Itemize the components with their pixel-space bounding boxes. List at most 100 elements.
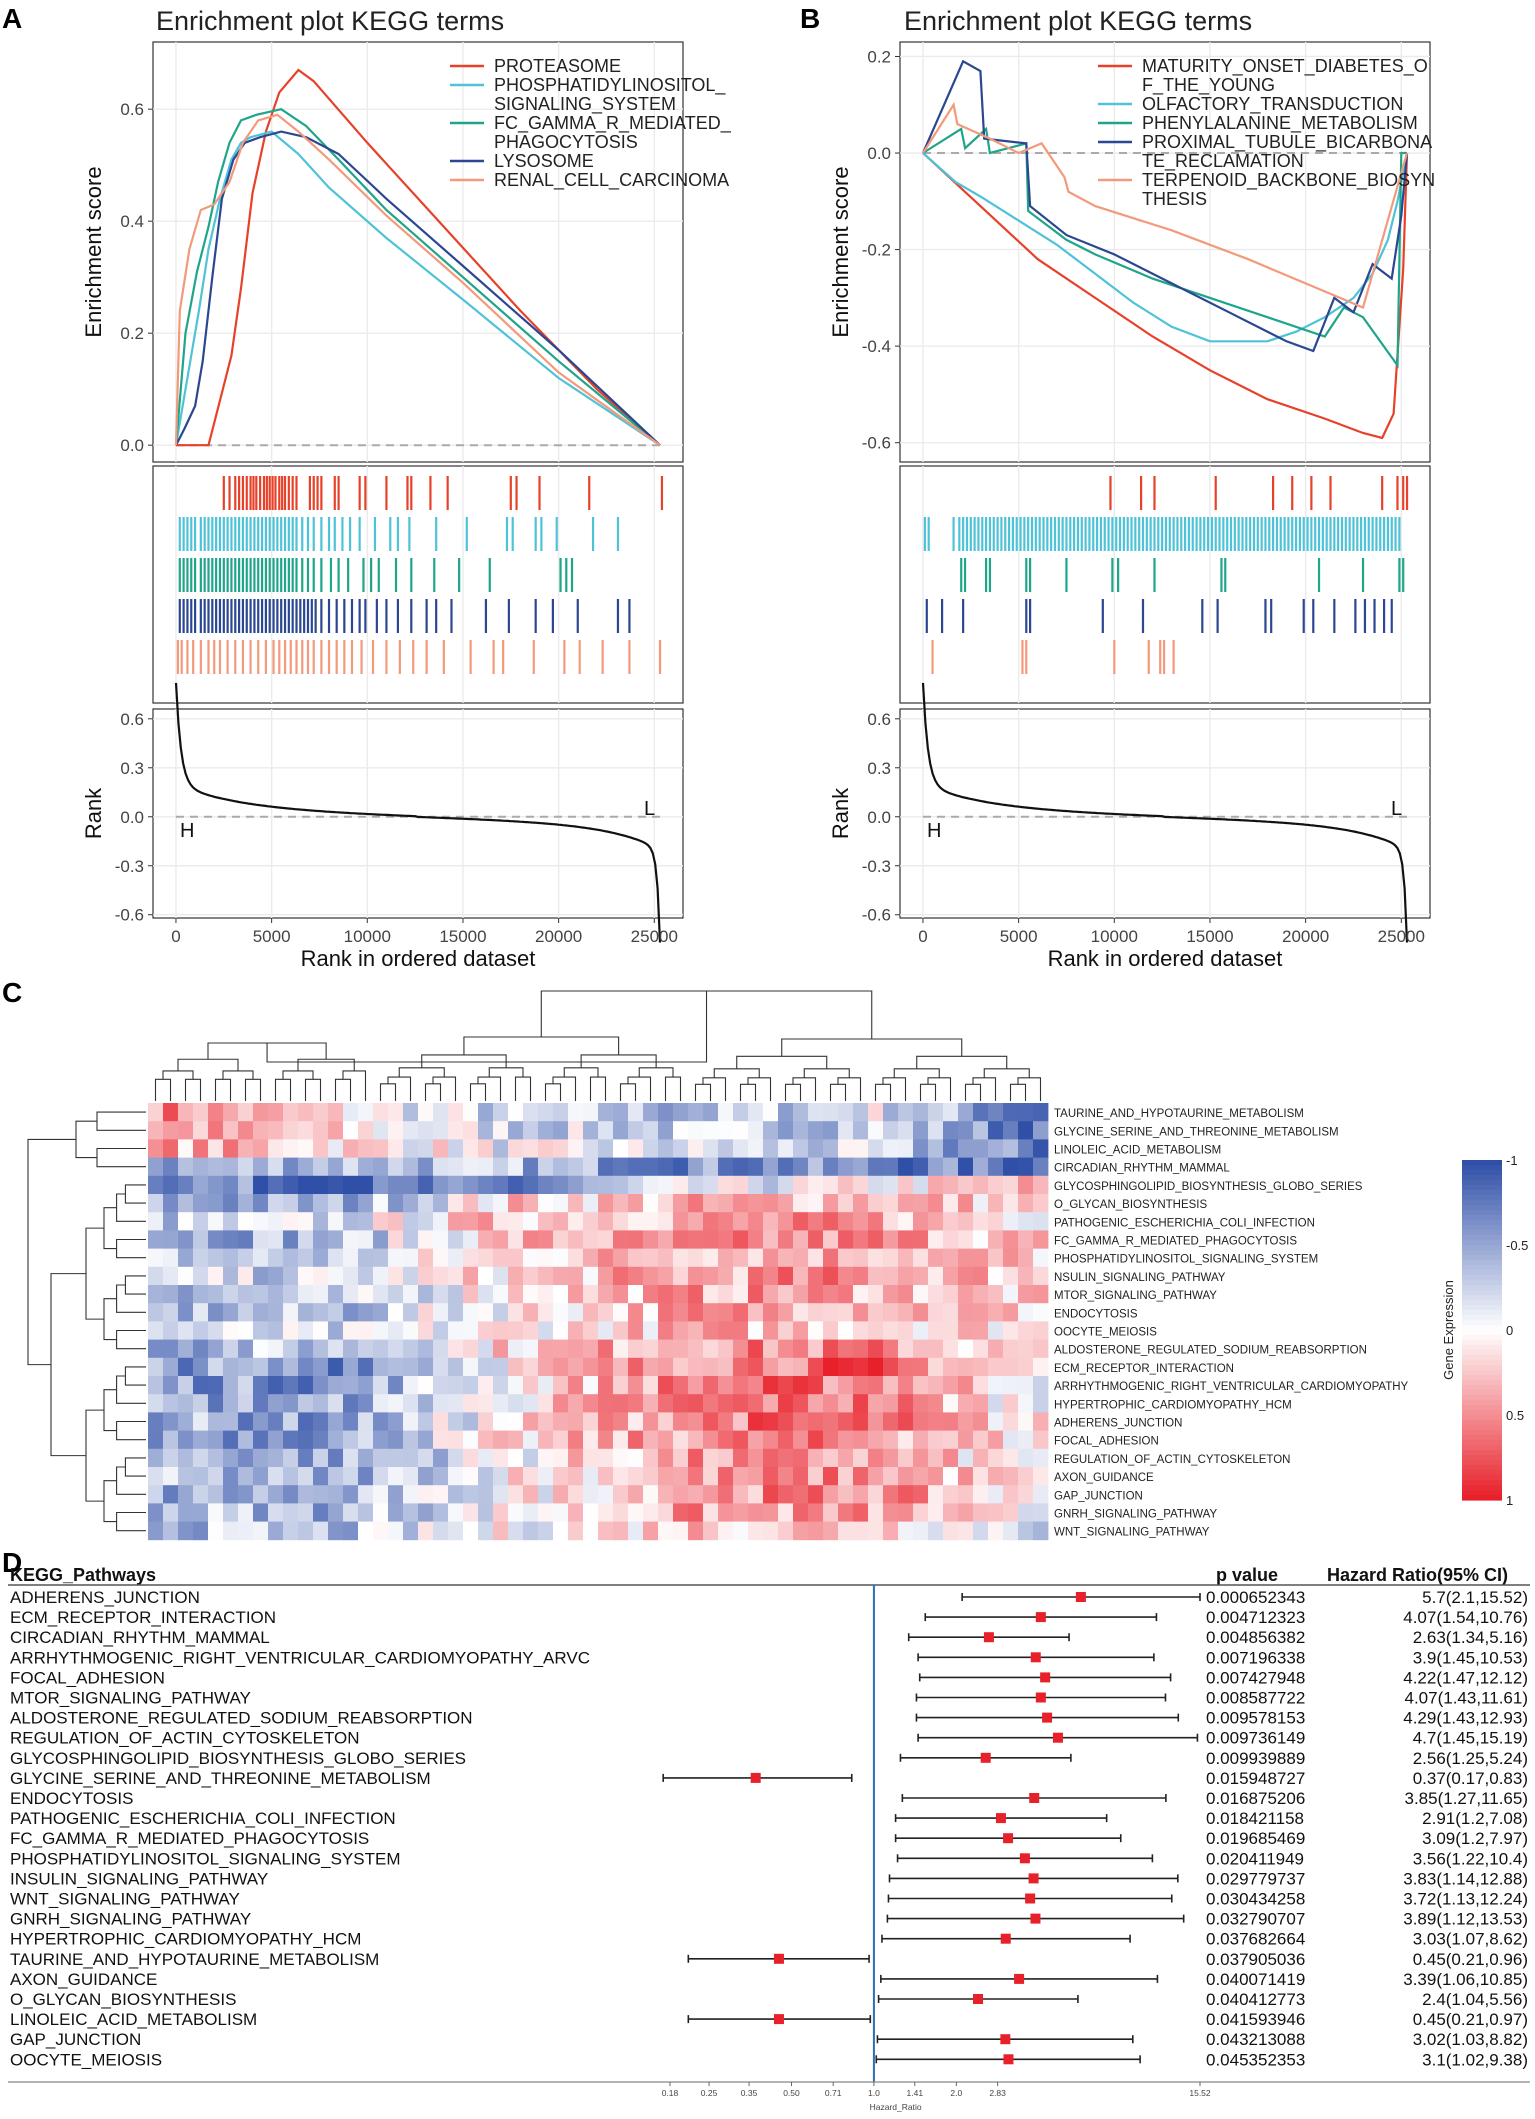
heatmap-cell bbox=[598, 1230, 614, 1249]
heatmap-cell bbox=[298, 1321, 314, 1340]
heatmap-cell bbox=[193, 1503, 209, 1522]
heatmap-cell bbox=[358, 1303, 374, 1322]
dendro-branch bbox=[1017, 1077, 1042, 1101]
heatmap-cell bbox=[373, 1230, 389, 1249]
heatmap-cell bbox=[598, 1394, 614, 1413]
heatmap-cell bbox=[523, 1212, 539, 1231]
heatmap-cell bbox=[493, 1103, 509, 1122]
heatmap-cell bbox=[553, 1303, 569, 1322]
heatmap-row-label: GAP_JUNCTION bbox=[1054, 1490, 1143, 1502]
heatmap-cell bbox=[523, 1521, 539, 1541]
heatmap-cell bbox=[688, 1339, 704, 1359]
heatmap-cell bbox=[568, 1467, 584, 1486]
heatmap-cell bbox=[928, 1230, 944, 1249]
heatmap-cell bbox=[328, 1412, 344, 1431]
heatmap-cell bbox=[1003, 1175, 1019, 1195]
heatmap-cell bbox=[928, 1266, 944, 1286]
colorbar-step bbox=[1462, 1400, 1502, 1406]
heatmap-cell bbox=[763, 1467, 779, 1486]
colorbar-step bbox=[1462, 1200, 1502, 1206]
heatmap-cell bbox=[688, 1503, 704, 1522]
heatmap-cell bbox=[328, 1430, 344, 1450]
heatmap-cell bbox=[733, 1103, 749, 1122]
heatmap-cell bbox=[883, 1303, 899, 1322]
heatmap-cell bbox=[658, 1139, 674, 1158]
heatmap-cell bbox=[328, 1357, 344, 1377]
heatmap-cell bbox=[613, 1266, 629, 1286]
forest-row-name: GNRH_SIGNALING_PATHWAY bbox=[10, 1910, 251, 1929]
heatmap-cell bbox=[283, 1321, 299, 1340]
heatmap-cell bbox=[433, 1248, 449, 1268]
heatmap-cell bbox=[973, 1248, 989, 1268]
forest-plot-d: KEGG_Pathways p value Hazard Ratio(95% CI)… bbox=[8, 1565, 1530, 2112]
heatmap-cell bbox=[988, 1521, 1004, 1541]
heatmap-cell bbox=[793, 1157, 809, 1177]
heatmap-cell bbox=[313, 1103, 329, 1122]
heatmap-cell bbox=[508, 1285, 524, 1304]
heatmap-cell bbox=[148, 1430, 164, 1450]
heatmap-cell bbox=[838, 1467, 854, 1486]
heatmap-cell bbox=[448, 1121, 464, 1140]
heatmap-cell bbox=[298, 1303, 314, 1322]
es-series-2 bbox=[174, 130, 661, 447]
heatmap-cell bbox=[733, 1157, 749, 1177]
heatmap-cell bbox=[283, 1521, 299, 1541]
heatmap-cell bbox=[883, 1430, 899, 1450]
heatmap-cell bbox=[748, 1248, 764, 1268]
legend-line: PHENYLALANINE_METABOLISM bbox=[1142, 113, 1418, 134]
heatmap-cell bbox=[358, 1394, 374, 1413]
forest-row-name: OOCYTE_MEIOSIS bbox=[10, 2050, 162, 2069]
heatmap-cell bbox=[478, 1103, 494, 1122]
heatmap-cell bbox=[673, 1175, 689, 1195]
heatmap-cell bbox=[778, 1357, 794, 1377]
heatmap-cell bbox=[598, 1175, 614, 1195]
heatmap-cell bbox=[313, 1266, 329, 1286]
heatmap-cell bbox=[238, 1175, 254, 1195]
heatmap-cell bbox=[253, 1503, 269, 1522]
heatmap-cell bbox=[523, 1357, 539, 1377]
heatmap-cell bbox=[808, 1303, 824, 1322]
heatmap-cell bbox=[433, 1230, 449, 1249]
heatmap-cell bbox=[658, 1212, 674, 1231]
heatmap-cell bbox=[778, 1339, 794, 1359]
heatmap-cell bbox=[928, 1121, 944, 1140]
heatmap-cell bbox=[163, 1285, 179, 1304]
heatmap-cell bbox=[613, 1376, 629, 1395]
rank-tick-label: -0.3 bbox=[862, 857, 891, 876]
heatmap-cell bbox=[493, 1248, 509, 1268]
heatmap-cell bbox=[343, 1321, 359, 1340]
forest-row-name: REGULATION_OF_ACTIN_CYTOSKELETON bbox=[10, 1729, 360, 1748]
heatmap-cell bbox=[478, 1430, 494, 1450]
heatmap-cell bbox=[463, 1194, 479, 1213]
heatmap-cell bbox=[178, 1230, 194, 1249]
heatmap-cell bbox=[928, 1412, 944, 1431]
heatmap-cell bbox=[388, 1412, 404, 1431]
rank-marker-low: L bbox=[644, 798, 655, 820]
heatmap-cell bbox=[478, 1157, 494, 1177]
heatmap-cell bbox=[418, 1175, 434, 1195]
heatmap-cell bbox=[598, 1139, 614, 1158]
heatmap-cell bbox=[553, 1157, 569, 1177]
legend-line: PROXIMAL_TUBULE_BICARBONA bbox=[1142, 132, 1432, 153]
x-tick-label: 15000 bbox=[1186, 927, 1233, 946]
heatmap-cell bbox=[1018, 1175, 1034, 1195]
heatmap-cell bbox=[253, 1521, 269, 1541]
heatmap-cell bbox=[823, 1175, 839, 1195]
colorbar-tick-label: 1 bbox=[1506, 1493, 1513, 1508]
heatmap-cell bbox=[793, 1448, 809, 1468]
heatmap-cell bbox=[883, 1266, 899, 1286]
heatmap-cell bbox=[283, 1230, 299, 1249]
forest-row-p: 0.041593946 bbox=[1206, 2010, 1305, 2029]
heatmap-cell bbox=[1018, 1266, 1034, 1286]
heatmap-cell bbox=[388, 1485, 404, 1504]
forest-row-hr: 3.39(1.06,10.85) bbox=[1403, 1970, 1528, 1989]
forest-row-p: 0.018421158 bbox=[1206, 1809, 1304, 1828]
heatmap-cell bbox=[733, 1467, 749, 1486]
heatmap-cell bbox=[703, 1248, 719, 1268]
heatmap-cell bbox=[613, 1230, 629, 1249]
heatmap-cell bbox=[778, 1121, 794, 1140]
forest-row-hr: 2.4(1.04,5.56) bbox=[1422, 1990, 1528, 2009]
heatmap-cell bbox=[853, 1303, 869, 1322]
heatmap-cell bbox=[913, 1266, 929, 1286]
heatmap-cell bbox=[283, 1121, 299, 1140]
